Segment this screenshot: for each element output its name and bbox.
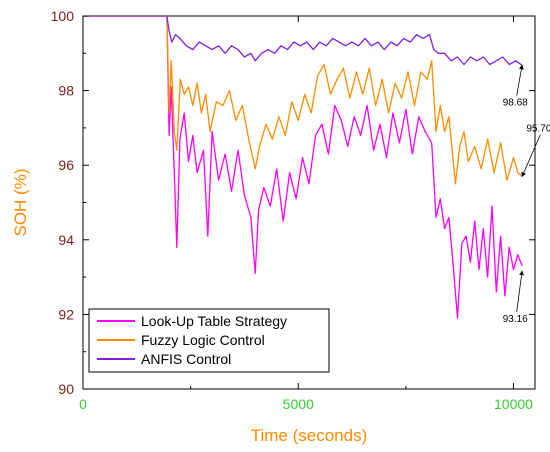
legend-label: Look-Up Table Strategy [141,313,287,329]
y-tick-label: 92 [58,306,74,322]
annotation-arrow [521,134,541,178]
y-tick-label: 100 [51,8,75,24]
series-layer [83,16,523,319]
x-tick-label: 5000 [283,396,314,412]
y-tick-label: 98 [58,83,74,99]
legend-label: ANFIS Control [141,351,231,367]
series-line-1 [83,16,523,319]
annotation-arrow [516,270,524,312]
annotation-label: 93.16 [503,314,528,325]
x-tick-label: 0 [79,396,87,412]
x-axis-title: Time (seconds) [251,426,368,445]
y-axis-title: SOH (%) [11,169,30,237]
y-tick-label: 94 [58,232,74,248]
y-tick-label: 96 [58,157,74,173]
series-line-2 [83,16,523,185]
annotation-label: 95.70 [526,124,550,135]
annotation-arrow [516,64,524,96]
y-tick-label: 90 [58,381,74,397]
legend-label: Fuzzy Logic Control [141,332,265,348]
annotation-layer: 98.68 95.70 93.16 [503,64,550,325]
legend: Look-Up Table Strategy Fuzzy Logic Contro… [88,308,330,373]
legend-box [88,308,330,373]
annotation-label: 98.68 [503,98,528,109]
series-line-3 [83,16,523,66]
x-tick-label: 10000 [494,396,533,412]
axis-layer: 0 5000 10000 90 92 94 96 98 100 [51,8,535,412]
